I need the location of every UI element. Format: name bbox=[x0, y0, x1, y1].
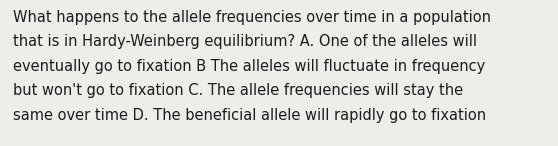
Text: but won't go to fixation C. The allele frequencies will stay the: but won't go to fixation C. The allele f… bbox=[13, 84, 463, 99]
Text: same over time D. The beneficial allele will rapidly go to fixation: same over time D. The beneficial allele … bbox=[13, 108, 486, 123]
Text: that is in Hardy-Weinberg equilibrium? A. One of the alleles will: that is in Hardy-Weinberg equilibrium? A… bbox=[13, 34, 477, 49]
Text: eventually go to fixation B The alleles will fluctuate in frequency: eventually go to fixation B The alleles … bbox=[13, 59, 485, 74]
Text: What happens to the allele frequencies over time in a population: What happens to the allele frequencies o… bbox=[13, 10, 491, 25]
